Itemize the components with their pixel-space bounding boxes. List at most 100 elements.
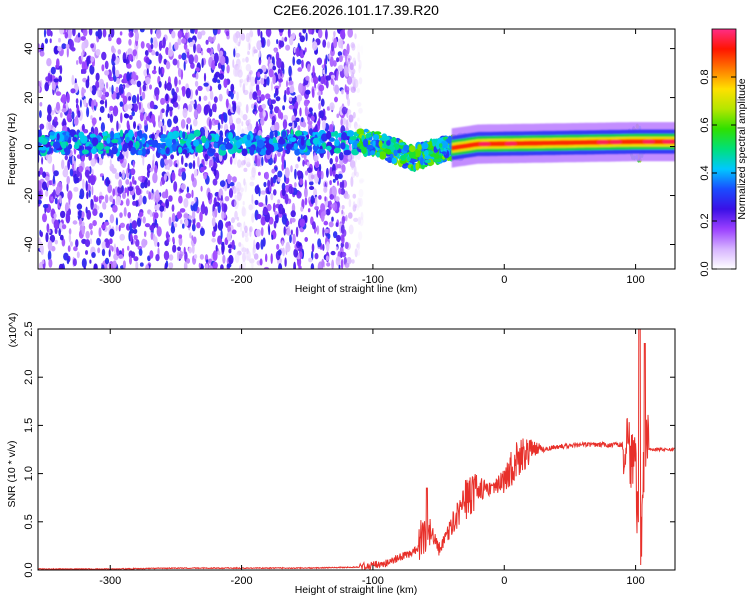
noise-speckle (109, 214, 115, 224)
noise-speckle (119, 222, 125, 228)
band-speckle (204, 140, 210, 149)
noise-speckle (128, 54, 134, 61)
noise-speckle (274, 85, 280, 91)
noise-speckle (228, 188, 234, 198)
noise-speckle (146, 68, 149, 76)
noise-speckle (41, 156, 44, 165)
noise-speckle (330, 48, 335, 57)
noise-speckle (215, 244, 218, 252)
noise-speckle (214, 52, 219, 64)
noise-speckle (149, 250, 154, 259)
noise-speckle (295, 46, 300, 57)
noise-speckle (236, 91, 239, 101)
noise-speckle (112, 188, 116, 197)
noise-speckle (96, 237, 101, 246)
noise-speckle (208, 159, 212, 168)
noise-speckle (166, 237, 169, 244)
noise-speckle (212, 261, 218, 269)
noise-speckle (359, 197, 363, 207)
noise-speckle (182, 86, 186, 97)
transition-speckle (434, 152, 440, 161)
noise-speckle (61, 43, 67, 50)
x-tick-label: -300 (99, 274, 121, 286)
noise-speckle (246, 250, 251, 261)
noise-speckle (163, 124, 167, 132)
noise-speckle (66, 183, 69, 192)
noise-speckle (83, 129, 89, 134)
noise-speckle (186, 123, 189, 130)
band-speckle (128, 129, 134, 138)
noise-speckle (177, 95, 181, 102)
band-speckle (147, 139, 155, 145)
noise-speckle (81, 41, 86, 52)
noise-speckle (211, 60, 216, 71)
noise-speckle (245, 157, 251, 164)
noise-speckle (199, 227, 205, 237)
noise-speckle (220, 195, 223, 202)
noise-speckle (135, 187, 142, 196)
noise-speckle (186, 258, 191, 264)
noise-speckle (46, 58, 52, 67)
noise-speckle (82, 29, 88, 37)
transition-speckle (421, 142, 429, 150)
noise-speckle (102, 175, 105, 181)
noise-speckle (151, 114, 156, 124)
noise-speckle (337, 65, 343, 72)
band-speckle (252, 133, 256, 142)
noise-speckle (231, 229, 237, 235)
y-tick-label: 1.5 (23, 418, 35, 433)
noise-speckle (59, 112, 63, 118)
noise-speckle (99, 99, 105, 105)
snr-frame (37, 328, 676, 571)
transition-speckle (415, 162, 420, 171)
noise-speckle (230, 83, 235, 93)
noise-speckle (67, 159, 70, 171)
noise-speckle (98, 227, 102, 238)
band-speckle (187, 133, 195, 141)
noise-speckle (97, 156, 100, 164)
noise-speckle (48, 229, 51, 234)
noise-speckle (239, 79, 242, 88)
noise-speckle (256, 40, 262, 51)
band-speckle (141, 137, 146, 145)
noise-speckle (144, 223, 151, 228)
noise-speckle (234, 67, 240, 77)
noise-speckle (232, 102, 237, 113)
noise-speckle (43, 29, 47, 38)
noise-speckle (282, 147, 286, 158)
hot-spot (504, 141, 517, 146)
noise-speckle (330, 250, 336, 256)
noise-speckle (133, 121, 136, 130)
noise-speckle (71, 111, 75, 120)
noise-speckle (41, 181, 48, 191)
spectrogram-image (38, 29, 675, 269)
noise-speckle (109, 245, 113, 251)
noise-speckle (336, 234, 341, 243)
noise-speckle (236, 123, 242, 134)
noise-speckle (235, 39, 240, 46)
transition-speckle (438, 143, 443, 148)
noise-speckle (329, 102, 335, 111)
noise-speckle (112, 105, 119, 117)
noise-speckle (115, 78, 121, 84)
noise-speckle (217, 79, 221, 84)
noise-speckle (168, 195, 173, 202)
band-speckle (224, 137, 230, 143)
noise-speckle (320, 203, 326, 212)
noise-speckle (309, 181, 314, 186)
noise-speckle (112, 260, 117, 269)
transition-speckle (383, 136, 390, 141)
y-tick-label: 2.5 (23, 321, 35, 336)
transition-speckle (376, 151, 380, 158)
noise-speckle (171, 30, 176, 39)
noise-speckle (212, 36, 215, 44)
noise-speckle (123, 58, 127, 64)
noise-speckle (189, 41, 194, 48)
noise-speckle (354, 60, 357, 67)
noise-speckle (188, 103, 193, 113)
transition-speckle (424, 149, 429, 157)
noise-speckle (132, 200, 137, 206)
noise-speckle (335, 196, 340, 202)
transition-speckle (372, 140, 376, 147)
noise-speckle (55, 186, 61, 196)
